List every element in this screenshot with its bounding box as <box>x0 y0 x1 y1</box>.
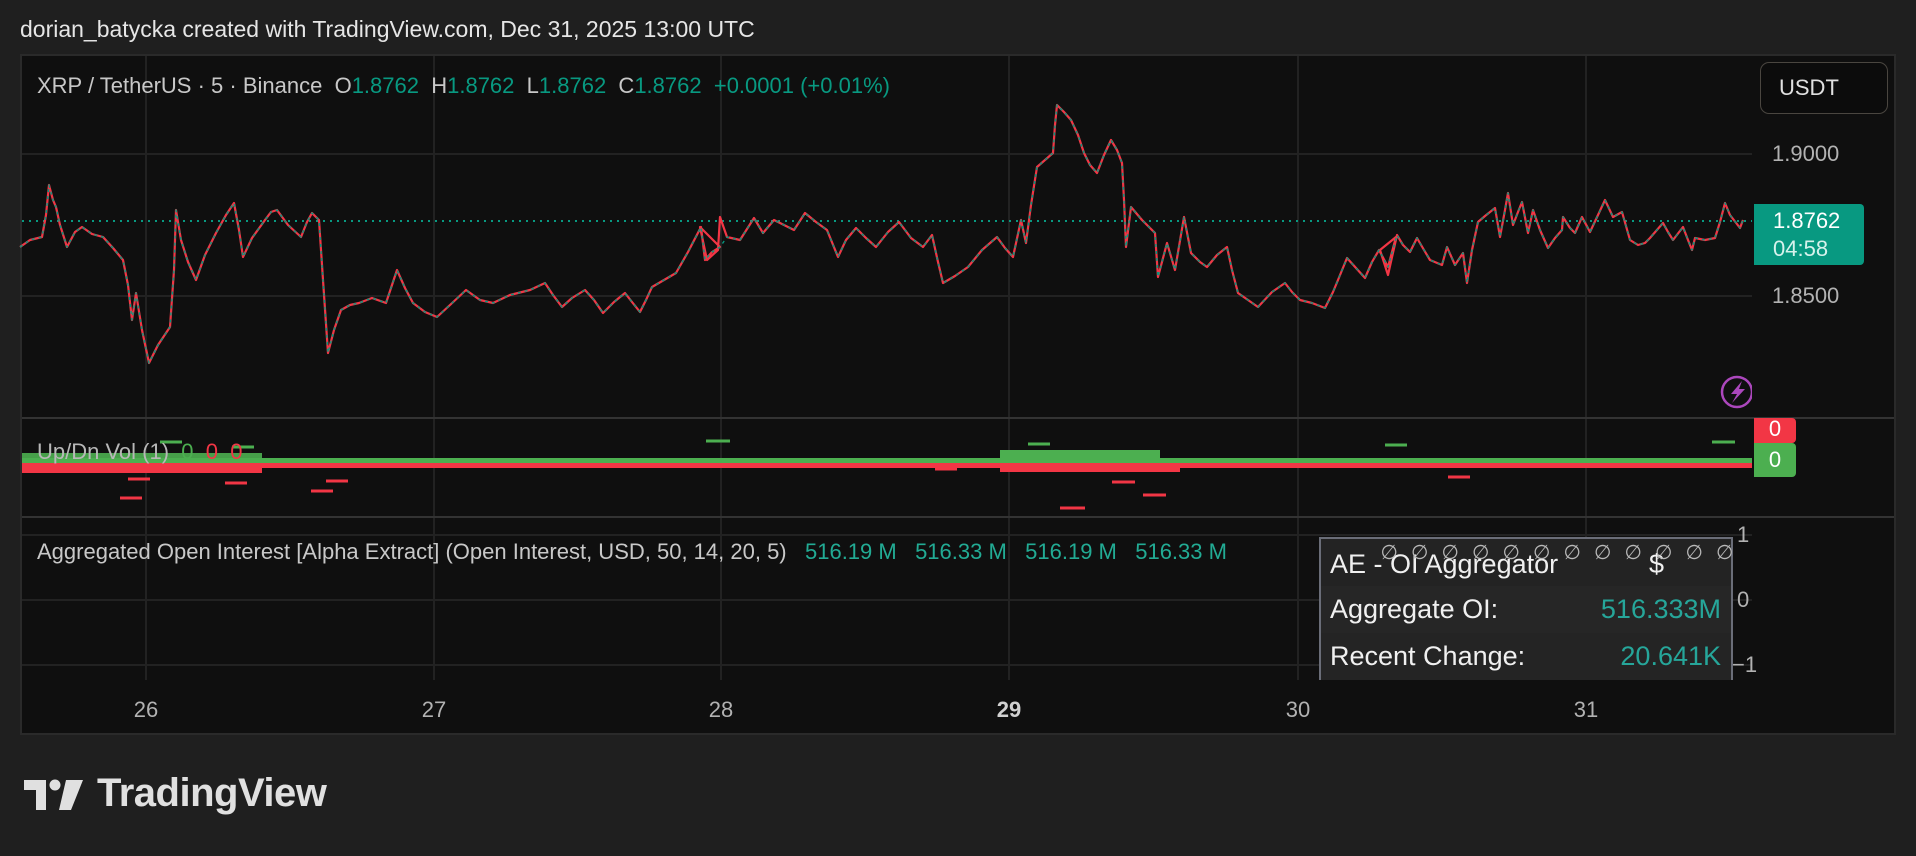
null-marker: ∅ <box>1594 542 1612 564</box>
null-marker: ∅ <box>1655 542 1673 564</box>
oi-table-title: AE - OI Aggregator <box>1330 549 1559 579</box>
null-marker: ∅ <box>1533 542 1551 564</box>
pane-separators <box>22 417 1894 518</box>
volume-title[interactable]: Up/Dn Vol (1) <box>37 439 170 464</box>
price-tick-2: 1.8500 <box>1772 283 1840 308</box>
tradingview-logo-icon <box>24 779 83 810</box>
time-tick: 27 <box>421 697 447 722</box>
volume-down-tag: 0 <box>1754 418 1796 443</box>
null-marker: ∅ <box>1624 542 1642 564</box>
oi-row-value: 516.333M <box>1600 594 1721 624</box>
volume-legend[interactable]: Up/Dn Vol (1) 0 0 0 <box>37 439 243 465</box>
time-tick: 29 <box>996 697 1022 722</box>
null-marker: ∅ <box>1380 542 1398 564</box>
chart-credit: dorian_batycka created with TradingView.… <box>20 16 755 42</box>
oi-table-header: AE - OI Aggregator $ <box>1321 539 1731 586</box>
open-label: O <box>334 73 352 98</box>
null-marker: ∅ <box>1716 542 1734 564</box>
low-label: L <box>526 73 539 98</box>
oi-tick-1: 1 <box>1737 522 1750 547</box>
tradingview-wordmark: TradingView <box>97 771 327 815</box>
volume-up-tag: 0 <box>1754 443 1796 477</box>
high-value: 1.8762 <box>447 73 515 98</box>
price-series <box>19 103 1745 365</box>
last-price-tag: 1.8762 04:58 <box>1754 204 1864 265</box>
null-marker: ∅ <box>1472 542 1490 564</box>
volume-value-delta: 0 <box>230 439 243 464</box>
time-tick: 28 <box>708 697 734 722</box>
time-tick: 26 <box>133 697 159 722</box>
oi-row-label: Aggregate OI: <box>1330 594 1499 624</box>
oi-tick-0: 0 <box>1737 587 1750 612</box>
volume-value-down: 0 <box>205 439 219 464</box>
alert-bolt-icon[interactable] <box>1720 375 1752 409</box>
oi-row-value: 20.641K <box>1620 641 1721 671</box>
bar-countdown: 04:58 <box>1773 236 1829 261</box>
price-tick-1: 1.9000 <box>1772 141 1840 166</box>
last-price-value: 1.8762 <box>1773 208 1841 233</box>
symbol-legend[interactable]: XRP / TetherUS · 5 · Binance O1.8762 H1.… <box>37 73 890 99</box>
volume-series <box>22 439 1752 510</box>
oi-row-label: Recent Change: <box>1330 641 1526 671</box>
oi-table-row: Recent Change: 20.641K <box>1321 633 1731 680</box>
null-marker: ∅ <box>1685 542 1703 564</box>
null-marker: ∅ <box>1441 542 1459 564</box>
close-value: 1.8762 <box>634 73 702 98</box>
oi-legend[interactable]: Aggregated Open Interest [Alpha Extract]… <box>37 539 1227 565</box>
symbol-name[interactable]: XRP / TetherUS · 5 · Binance <box>37 73 323 98</box>
time-tick: 31 <box>1573 697 1599 722</box>
time-tick: 30 <box>1285 697 1311 722</box>
oi-value-1: 516.19 M <box>804 539 897 564</box>
oi-value-3: 516.19 M <box>1025 539 1117 564</box>
high-label: H <box>431 73 448 98</box>
oi-table-row: Aggregate OI: 516.333M <box>1321 586 1731 633</box>
open-value: 1.8762 <box>351 73 419 98</box>
volume-value-total: 0 <box>181 439 194 464</box>
oi-title[interactable]: Aggregated Open Interest [Alpha Extract]… <box>37 539 787 564</box>
close-label: C <box>618 73 635 98</box>
oi-value-4: 516.33 M <box>1135 539 1227 564</box>
oi-value-2: 516.33 M <box>915 539 1007 564</box>
null-marker: ∅ <box>1411 542 1429 564</box>
oi-table-unit: $ <box>1649 549 1665 579</box>
null-marker: ∅ <box>1563 542 1581 564</box>
null-marker: ∅ <box>1502 542 1520 564</box>
oi-tick-neg1: −1 <box>1732 652 1758 677</box>
low-value: 1.8762 <box>538 73 607 98</box>
currency-button[interactable]: USDT <box>1760 62 1888 114</box>
oi-aggregator-table: AE - OI Aggregator $ Aggregate OI: 516.3… <box>1319 537 1733 680</box>
oi-null-markers: ∅ ∅ ∅ ∅ ∅ ∅ ∅ ∅ ∅ ∅ ∅ ∅ <box>1374 540 1740 565</box>
change-value: +0.0001 (+0.01%) <box>713 73 890 98</box>
